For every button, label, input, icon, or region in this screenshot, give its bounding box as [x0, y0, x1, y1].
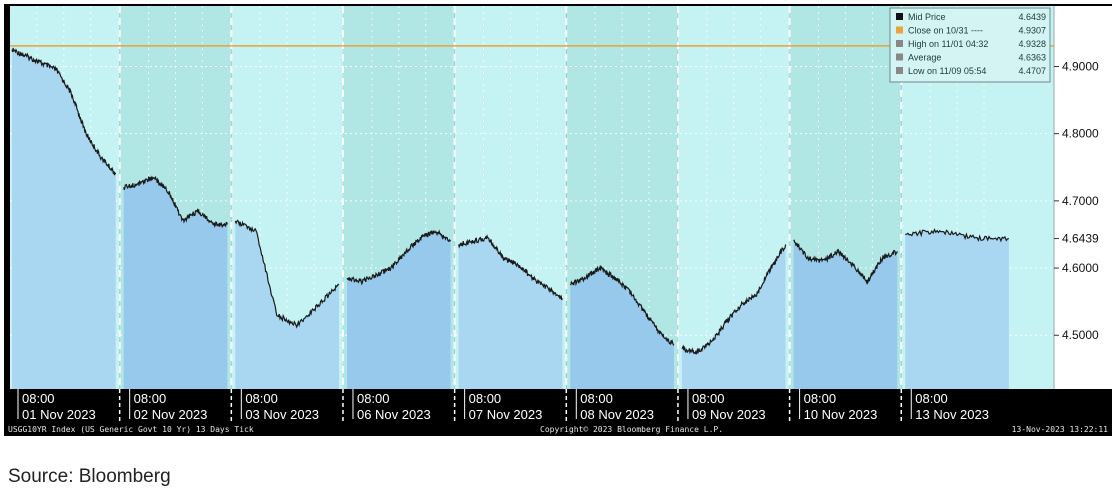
price-area-day-2: [123, 176, 228, 389]
legend-marker-1: [896, 13, 903, 20]
footer-left-text: USGG10YR Index (US Generic Govt 10 Yr) 1…: [8, 425, 254, 434]
legend-label-2: Close on 10/31 ----: [908, 26, 983, 36]
footer-copyright-text: Copyright© 2023 Bloomberg Finance L.P.: [540, 425, 723, 434]
legend: Mid Price 4.6439 Close on 10/31 ---- 4.9307…: [889, 7, 1051, 83]
x-tick-date-7: 09 Nov 2023: [692, 407, 766, 422]
source-note: Source: Bloomberg: [8, 466, 171, 487]
price-line-day-8: [793, 239, 898, 285]
x-tick-time-5: 08:00: [469, 391, 502, 406]
x-tick-time-6: 08:00: [580, 391, 613, 406]
footer-timestamp-text: 13-Nov-2023 13:22:11: [1012, 425, 1109, 434]
legend-marker-5: [896, 67, 903, 74]
price-line-day-5: [458, 233, 563, 301]
price-area-day-5: [458, 236, 563, 389]
y-tick-label-1: 4.9000: [1062, 59, 1099, 73]
x-tick-date-1: 01 Nov 2023: [22, 407, 96, 422]
price-area-day-4: [347, 230, 451, 389]
price-line-day-6: [570, 265, 675, 346]
x-tick-date-8: 10 Nov 2023: [804, 407, 878, 422]
x-tick-time-8: 08:00: [804, 391, 837, 406]
x-tick-date-6: 08 Nov 2023: [580, 407, 654, 422]
price-area-day-8: [793, 240, 898, 389]
legend-label-5: Low on 11/09 05:54: [908, 66, 986, 76]
y-axis-panel: [1054, 6, 1112, 389]
x-tick-time-3: 08:00: [245, 391, 278, 406]
x-axis-band: [4, 389, 1112, 436]
legend-marker-3: [896, 40, 903, 47]
legend-label-3: High on 11/01 04:32: [908, 39, 988, 49]
legend-marker-4: [896, 53, 903, 61]
price-area-day-9: [905, 229, 1009, 389]
legend-marker-2: [896, 26, 903, 34]
legend-value-3: 4.9328: [1018, 39, 1046, 49]
legend-value-4: 4.6363: [1018, 53, 1046, 63]
x-tick-date-3: 03 Nov 2023: [245, 407, 319, 422]
y-tick-label-6: 4.5000: [1062, 328, 1099, 342]
x-tick-time-9: 08:00: [915, 391, 948, 406]
x-tick-time-4: 08:00: [357, 391, 390, 406]
y-tick-label-2: 4.8000: [1062, 127, 1099, 141]
price-area-day-7: [681, 244, 786, 389]
price-line-day-4: [346, 229, 452, 286]
price-line-day-9: [905, 228, 1010, 243]
legend-label-1: Mid Price: [908, 12, 946, 22]
legend-value-5: 4.4707: [1018, 66, 1046, 76]
x-tick-date-4: 06 Nov 2023: [357, 407, 431, 422]
legend-value-2: 4.9307: [1018, 26, 1046, 36]
y-tick-label-4: 4.6439: [1062, 232, 1099, 246]
price-chart: 4.9000 4.8000 4.7000 4.6439 4.6000 4.5000 08:0…: [4, 6, 1112, 436]
price-line-day-3: [234, 219, 340, 329]
legend-box: [889, 7, 1051, 83]
y-tick-label-3: 4.7000: [1062, 194, 1099, 208]
legend-label-4: Average: [908, 53, 941, 63]
chart-frame: 4.9000 4.8000 4.7000 4.6439 4.6000 4.5000 08:0…: [4, 4, 1112, 436]
x-tick-time-1: 08:00: [22, 391, 55, 406]
price-line-day-7: [681, 244, 787, 355]
x-tick-time-2: 08:00: [134, 391, 167, 406]
x-tick-time-7: 08:00: [692, 391, 725, 406]
price-line-day-1: [11, 47, 117, 176]
y-tick-label-5: 4.6000: [1062, 261, 1099, 275]
price-area-day-3: [235, 220, 339, 389]
price-line-day-2: [123, 175, 228, 229]
price-area-day-6: [570, 266, 674, 389]
x-tick-date-5: 07 Nov 2023: [469, 407, 543, 422]
legend-value-1: 4.6439: [1018, 12, 1046, 22]
price-area-day-1: [12, 48, 116, 389]
x-tick-date-2: 02 Nov 2023: [134, 407, 208, 422]
x-tick-date-9: 13 Nov 2023: [915, 407, 989, 422]
